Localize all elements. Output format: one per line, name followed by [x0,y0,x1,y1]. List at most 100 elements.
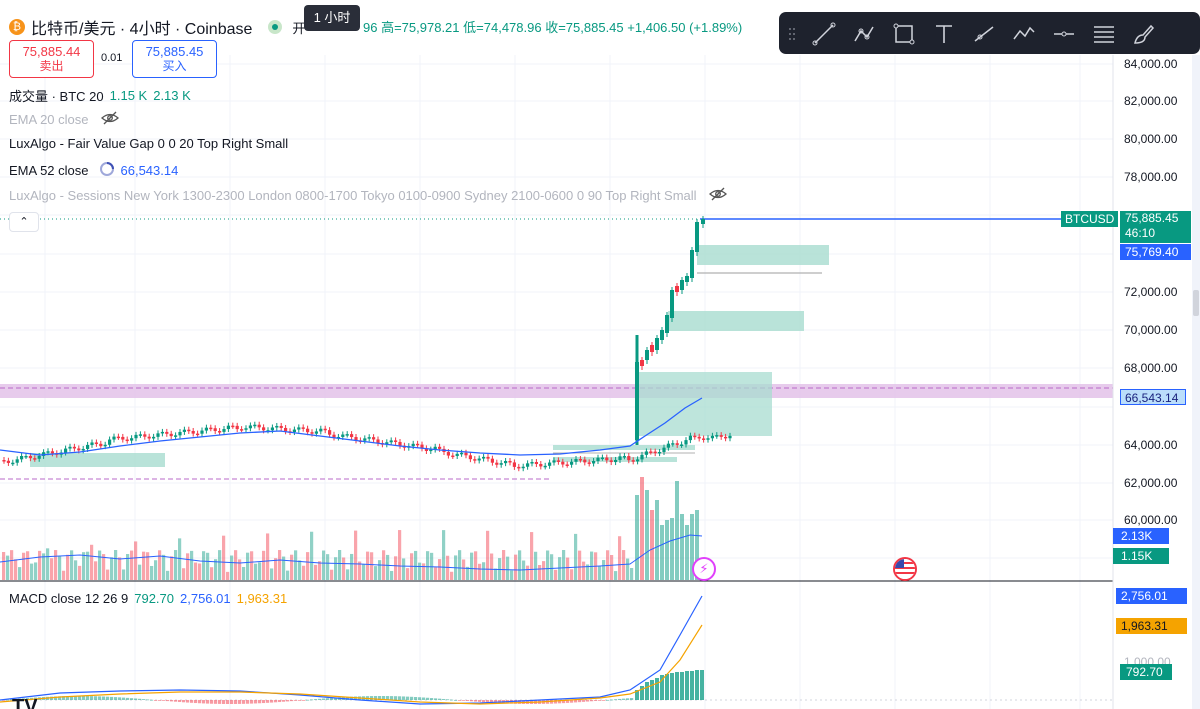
candle [655,335,659,354]
candle [152,433,156,442]
macd-hist-bar [134,698,138,700]
legend-sessions[interactable]: LuxAlgo - Sessions New York 1300-2300 Lo… [9,187,727,204]
candle [728,432,732,442]
hidden-eye-icon[interactable] [708,187,727,204]
ohlc-values: 96 高=75,978.21 低=74,478.96 收=75,885.45 +… [363,17,742,36]
flash-event-icon[interactable]: ⚡ [692,557,716,581]
legend-ema20[interactable]: EMA 20 close [9,111,119,128]
brush-icon[interactable] [1129,19,1159,49]
candle [724,433,728,442]
macd-hist-bar [374,696,378,700]
macd-hist-bar [298,700,302,701]
macd-hist-bar [490,700,494,703]
sell-button[interactable]: 75,885.44 卖出 [9,40,94,78]
macd-hist-bar [514,700,518,704]
fvg-price-tag: 75,769.40 [1120,244,1191,260]
legend-macd[interactable]: MACD close 12 26 9 792.70 2,756.01 1,963… [9,591,287,606]
volume-bar [614,571,618,580]
volume-bar [602,560,606,580]
candle [495,459,499,468]
buy-button[interactable]: 75,885.45 买入 [132,40,217,78]
candle [112,433,116,443]
volume-bar [438,559,442,580]
volume-bar [106,569,110,580]
candle [574,456,578,465]
macd-hist-bar [566,700,570,703]
volume-bar [114,550,118,580]
macd-hist-bar [650,680,654,700]
candle [530,459,534,467]
us-flag-event-icon[interactable] [893,557,917,581]
macd-hist-bar [294,700,298,701]
fib-icon[interactable] [1089,19,1119,49]
drag-handle-icon[interactable] [783,19,801,49]
macd-hist-bar [590,700,594,702]
scrollbar-thumb [1193,290,1199,316]
macd-hist-bar [454,699,458,701]
candle [548,459,552,469]
drawing-toolbar[interactable] [779,12,1200,54]
macd-hist-bar [182,700,186,703]
volume-bar [274,558,278,580]
volume-bar [490,553,494,580]
legend-ema52[interactable]: EMA 52 close 66,543.14 [9,161,178,180]
ray-icon[interactable] [969,19,999,49]
volume-bar [22,552,26,580]
volume-bar [214,559,218,580]
candle [266,427,270,434]
candle [125,436,129,444]
candle [372,434,376,443]
volume-bar [418,562,422,580]
volume-bar [486,530,490,580]
horizontal-line-icon[interactable] [1049,19,1079,49]
volume-bar [94,561,98,580]
macd-hist-bar [170,700,174,702]
candle [526,460,530,470]
macd-hist-bar [142,699,146,700]
volume-bar [474,551,478,580]
volume-bar [538,564,542,580]
macd-hist-bar [230,700,234,704]
symbol-header[interactable]: ₿ 比特币/美元 · 4小时 · Coinbase 开 [9,15,305,39]
price-axis-tick: 82,000.00 [1124,94,1178,108]
candle [121,433,125,443]
candle [627,453,631,464]
polyline-icon[interactable] [1009,19,1039,49]
volume-bar [502,550,506,580]
candle [486,453,490,462]
multi-point-icon[interactable] [849,19,879,49]
candle [671,440,675,447]
candle [279,422,283,431]
candle [636,456,640,465]
hidden-eye-icon[interactable] [100,111,119,128]
volume-bar [578,550,582,580]
macd-hist-bar [334,697,338,700]
volume-bar [126,554,130,580]
candle [226,422,230,433]
volume-bar [34,562,38,580]
collapse-legend-button[interactable]: ⌃ [9,212,39,232]
legend-fvg[interactable]: LuxAlgo - Fair Value Gap 0 0 20 Top Righ… [9,136,288,151]
trend-line-icon[interactable] [809,19,839,49]
candle [420,441,424,452]
candle [473,456,477,464]
macd-hist-bar [98,696,102,700]
volume-bar [358,561,362,580]
volume-bar [374,566,378,580]
volume-bar [390,570,394,580]
legend-volume[interactable]: 成交量 · BTC 20 1.15 K 2.13 K [9,86,191,105]
rectangle-icon[interactable] [889,19,919,49]
volume-bar [510,570,514,580]
candle [490,455,494,466]
ohlc-high: 高=75,978.21 [381,20,460,35]
candle [248,422,252,432]
macd-value-3: 1,963.31 [236,591,288,606]
text-icon[interactable] [929,19,959,49]
macd-hist-bar [562,700,566,704]
macd-hist-bar [640,686,644,700]
volume-bar [314,564,318,580]
ema-price-tag: 66,543.14 [1120,389,1186,405]
candle [253,421,257,429]
candle [649,448,653,455]
